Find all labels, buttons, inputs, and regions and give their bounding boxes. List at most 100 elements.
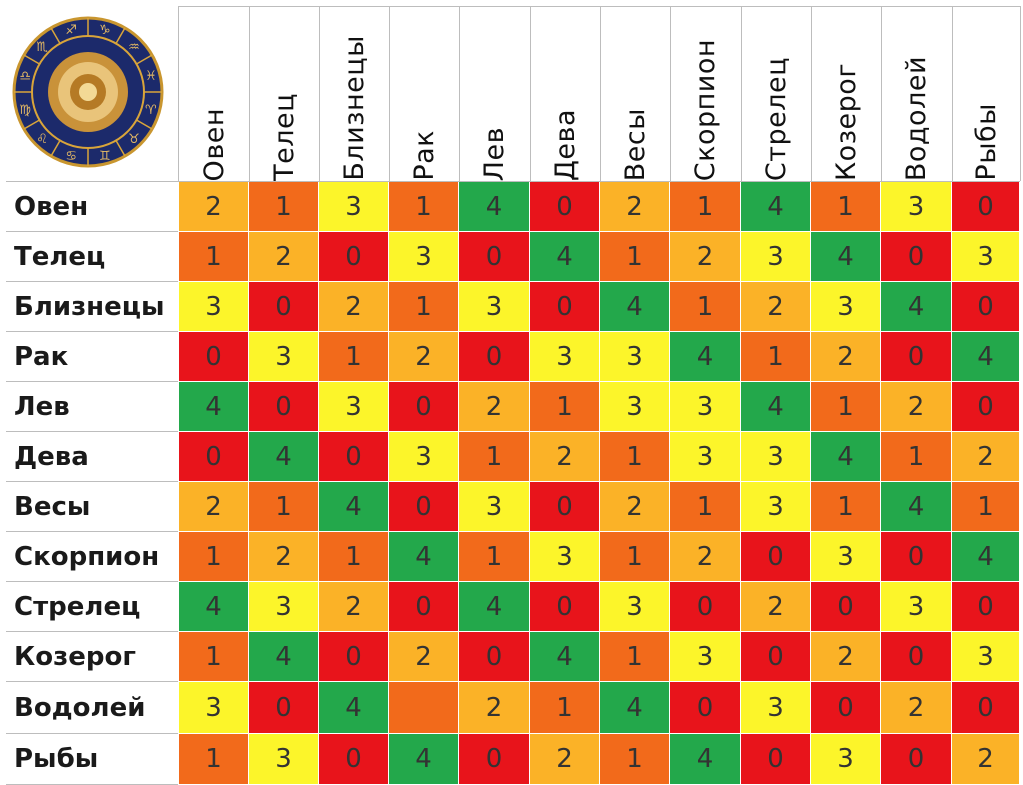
matrix-cell: 3 [249,332,319,382]
row-header: Рак [6,332,178,382]
matrix-cell: 4 [530,632,600,682]
matrix-cell: 1 [249,482,319,532]
matrix-cell: 1 [179,632,249,682]
matrix-cell: 1 [811,182,881,232]
column-header: Скорпион [670,6,742,181]
matrix-cell: 3 [741,682,811,734]
matrix-cell: 4 [741,382,811,432]
column-header: Близнецы [319,6,390,181]
matrix-cell: 1 [952,482,1020,532]
matrix-cell: 3 [530,332,600,382]
row-header: Козерог [6,632,178,682]
matrix-cell: 4 [811,432,881,482]
row-header: Дева [6,432,178,482]
matrix-cell: 0 [319,632,389,682]
matrix-cell: 3 [952,632,1020,682]
column-header: Козерог [811,6,882,181]
matrix-cell: 3 [530,532,600,582]
matrix-cell: 3 [670,432,741,482]
column-header: Рыбы [952,6,1021,181]
matrix-cell: 2 [670,532,741,582]
matrix-cell: 0 [530,482,600,532]
matrix-cell: 2 [249,232,319,282]
row-header: Стрелец [6,582,178,632]
matrix-cell: 4 [249,432,319,482]
matrix-cell: 3 [881,182,952,232]
matrix-cell: 3 [670,632,741,682]
matrix-cell: 0 [952,682,1020,734]
matrix-cell: 3 [952,232,1020,282]
matrix-cell: 0 [952,382,1020,432]
svg-text:♋: ♋ [65,149,77,164]
column-header-label: Близнецы [338,35,370,181]
matrix-cell: 0 [459,232,530,282]
matrix-cell: 1 [179,232,249,282]
matrix-cell: 0 [179,332,249,382]
matrix-cell: 3 [670,382,741,432]
svg-text:♐: ♐ [65,23,77,38]
matrix-cell: 2 [530,432,600,482]
matrix-cell: 1 [179,532,249,582]
matrix-cell: 1 [600,532,670,582]
matrix-cell: 1 [881,432,952,482]
column-header-label: Телец [268,93,300,181]
matrix-cell: 2 [319,582,389,632]
column-header-label: Рак [408,130,440,181]
matrix-cell: 4 [389,734,459,785]
matrix-cell: 3 [741,232,811,282]
matrix-cell: 4 [530,232,600,282]
matrix-cell: 1 [179,734,249,785]
matrix-cell: 4 [952,532,1020,582]
matrix-cell: 0 [881,332,952,382]
matrix-cell: 4 [952,332,1020,382]
matrix-cell: 0 [741,632,811,682]
column-header: Лев [459,6,531,181]
matrix-cell: 0 [319,734,389,785]
matrix-cell: 0 [741,532,811,582]
matrix-cell: 2 [600,482,670,532]
matrix-cell: 3 [459,282,530,332]
matrix-cell: 4 [319,682,389,734]
matrix-cell: 3 [811,734,881,785]
matrix-cell: 4 [600,282,670,332]
svg-text:♓: ♓ [145,69,157,84]
matrix-cell: 0 [741,734,811,785]
matrix-cell: 4 [670,332,741,382]
column-header: Телец [249,6,320,181]
column-header-label: Дева [549,108,581,181]
svg-text:♏: ♏ [36,40,48,55]
matrix-cell: 1 [459,432,530,482]
row-header: Овен [6,182,178,232]
matrix-cell: 4 [600,682,670,734]
matrix-cell: 3 [389,432,459,482]
matrix-cell: 4 [459,582,530,632]
matrix-cell: 2 [530,734,600,785]
row-header: Весы [6,482,178,532]
matrix-cell: 2 [179,482,249,532]
svg-text:♍: ♍ [19,103,31,118]
matrix-cell: 1 [600,232,670,282]
matrix-cell: 0 [389,382,459,432]
matrix-cell: 4 [670,734,741,785]
matrix-cell: 3 [600,582,670,632]
matrix-cell: 0 [670,582,741,632]
matrix-cell: 2 [741,282,811,332]
row-header: Водолей [6,682,178,734]
matrix-cell: 3 [389,232,459,282]
grid-line [178,6,1020,7]
matrix-cell: 4 [881,282,952,332]
grid-line [6,181,1020,182]
matrix-cell: 2 [881,382,952,432]
matrix-cell: 2 [881,682,952,734]
svg-text:♎: ♎ [19,69,31,84]
matrix-cell: 3 [319,382,389,432]
matrix-cell: 0 [249,682,319,734]
matrix-cell: 4 [249,632,319,682]
matrix-cell: 0 [881,232,952,282]
matrix-cell: 3 [600,332,670,382]
matrix-cell: 3 [741,482,811,532]
matrix-cell: 3 [319,182,389,232]
matrix-cell: 3 [811,282,881,332]
matrix-cell: 2 [741,582,811,632]
